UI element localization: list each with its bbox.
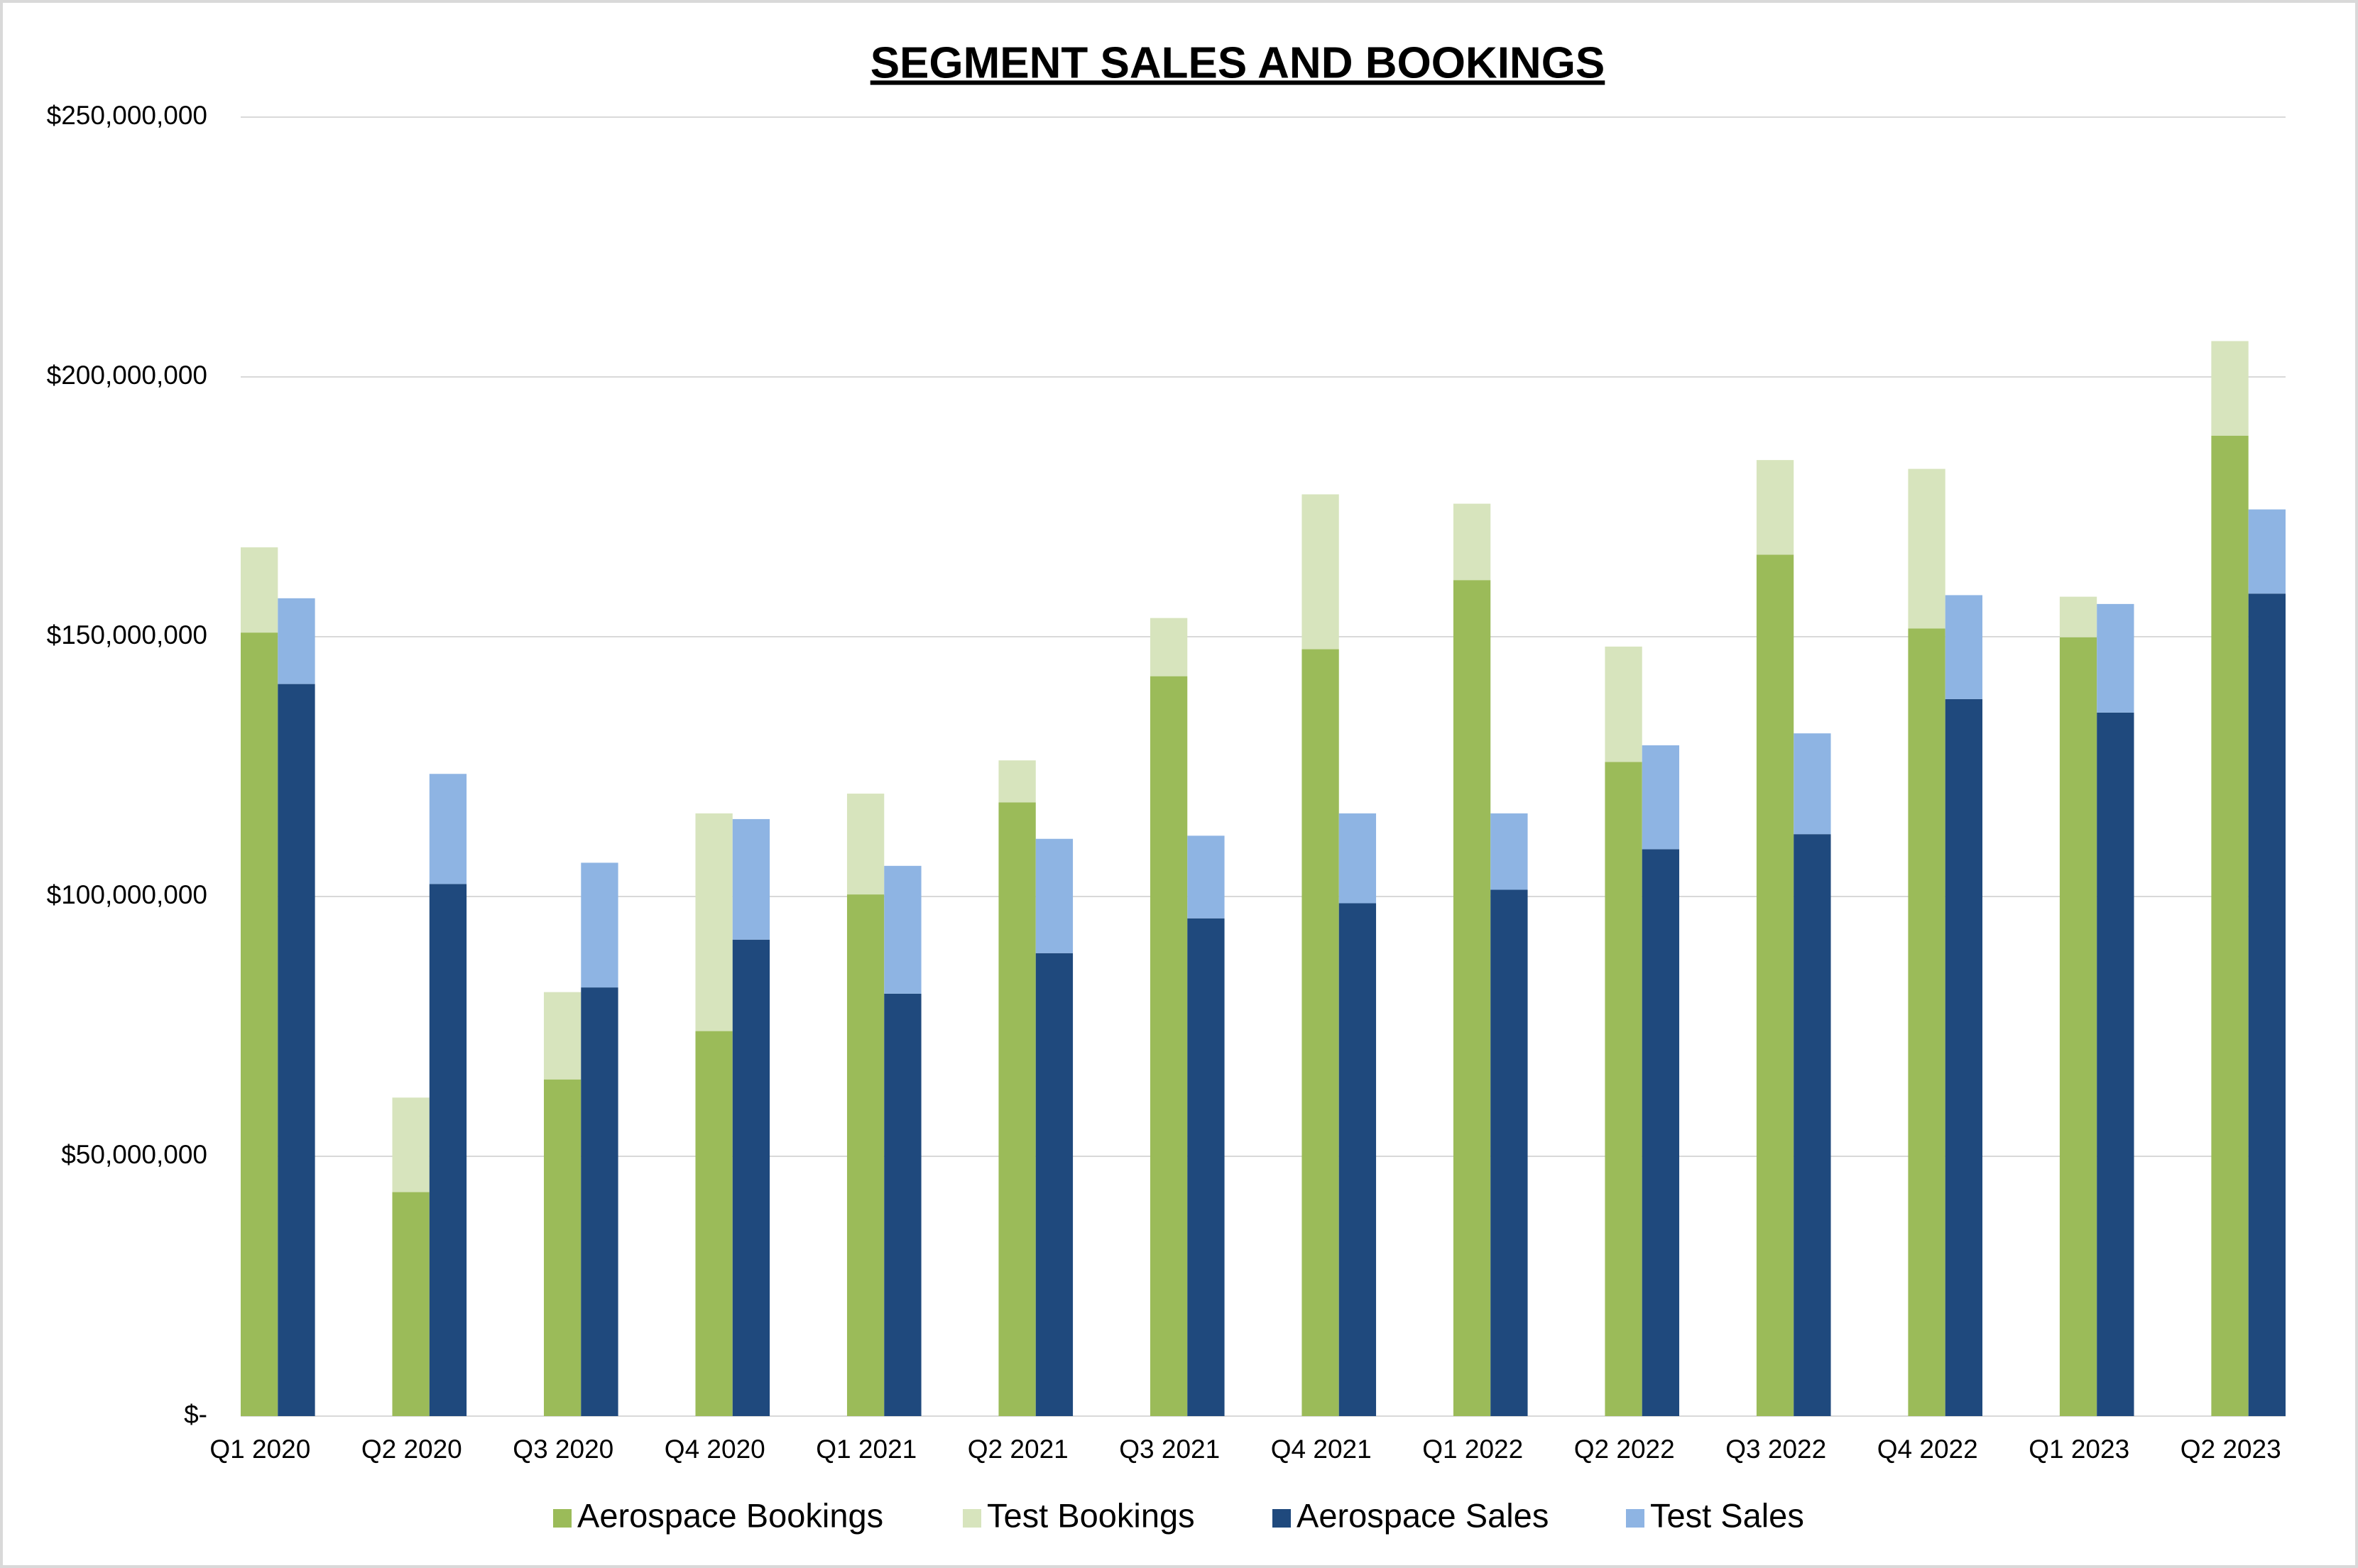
bar-segment bbox=[732, 818, 770, 940]
x-tick-label: Q3 2022 bbox=[1725, 1435, 1826, 1464]
bar-segment bbox=[1150, 676, 1188, 1416]
bar-segment bbox=[429, 884, 467, 1416]
bar-segment bbox=[846, 794, 885, 895]
bar-segment bbox=[1605, 762, 1642, 1416]
bar-segment bbox=[543, 1079, 582, 1416]
x-tick-label: Q1 2023 bbox=[2029, 1435, 2129, 1464]
bar-segment bbox=[1756, 460, 1794, 555]
bar-segment bbox=[732, 939, 770, 1416]
bar-segment bbox=[392, 1097, 430, 1193]
bar-segment bbox=[1301, 494, 1339, 649]
bar-segment bbox=[2248, 593, 2286, 1416]
bar-segment bbox=[1150, 618, 1188, 676]
bar-segment bbox=[278, 684, 315, 1416]
bar-segment bbox=[2097, 603, 2134, 713]
x-tick-label: Q1 2022 bbox=[1422, 1435, 1523, 1464]
bar-segment bbox=[1642, 745, 1680, 850]
legend-label: Aerospace Sales bbox=[1297, 1496, 1549, 1534]
x-tick-label: Q2 2022 bbox=[1574, 1435, 1675, 1464]
bar-segment bbox=[1945, 698, 1983, 1416]
legend-swatch bbox=[1626, 1509, 1644, 1528]
bar-segment bbox=[1794, 834, 1831, 1416]
bar-segment bbox=[2248, 509, 2286, 594]
x-tick-label: Q4 2020 bbox=[665, 1435, 765, 1464]
x-tick-label: Q3 2021 bbox=[1119, 1435, 1220, 1464]
bar-segment bbox=[884, 993, 922, 1416]
bar-segment bbox=[1490, 813, 1528, 890]
bar-segment bbox=[2211, 341, 2249, 436]
bar-segment bbox=[1453, 503, 1491, 581]
x-tick-label: Q4 2022 bbox=[1877, 1435, 1978, 1464]
x-tick-label: Q1 2021 bbox=[816, 1435, 917, 1464]
x-tick-label: Q2 2021 bbox=[968, 1435, 1069, 1464]
y-tick-label: $150,000,000 bbox=[47, 620, 207, 649]
bar-segment bbox=[998, 802, 1036, 1416]
bar-segment bbox=[1453, 580, 1491, 1417]
y-tick-label: $250,000,000 bbox=[47, 101, 207, 130]
bar-segment bbox=[581, 862, 618, 988]
bar-segment bbox=[2211, 435, 2249, 1416]
bar-segment bbox=[581, 987, 618, 1416]
x-tick-label: Q3 2020 bbox=[513, 1435, 613, 1464]
bar-segment bbox=[1605, 646, 1642, 762]
bar-segment bbox=[543, 992, 582, 1080]
bar-segment bbox=[1908, 468, 1945, 629]
bar-segment bbox=[884, 865, 922, 994]
y-tick-label: $50,000,000 bbox=[61, 1140, 207, 1169]
bar-segment bbox=[1794, 733, 1831, 835]
bar-segment bbox=[1338, 813, 1377, 904]
y-tick-label: $- bbox=[184, 1400, 207, 1429]
bar-segment bbox=[1756, 554, 1794, 1416]
legend-swatch bbox=[553, 1509, 572, 1528]
bar-segment bbox=[1301, 649, 1339, 1416]
bar-segment bbox=[846, 894, 885, 1416]
legend-swatch bbox=[1272, 1509, 1291, 1528]
x-tick-label: Q1 2020 bbox=[209, 1435, 310, 1464]
bar-segment bbox=[1035, 953, 1074, 1416]
bar-segment bbox=[1490, 889, 1528, 1416]
y-tick-label: $100,000,000 bbox=[47, 880, 207, 909]
bar-segment bbox=[998, 760, 1036, 803]
bar-segment bbox=[1338, 903, 1377, 1416]
bar-segment bbox=[1187, 835, 1225, 919]
x-tick-label: Q2 2023 bbox=[2180, 1435, 2281, 1464]
bar-segment bbox=[1642, 849, 1680, 1416]
legend-label: Test Bookings bbox=[987, 1496, 1195, 1534]
bar-segment bbox=[695, 1031, 733, 1416]
bar-segment bbox=[695, 813, 733, 1031]
legend-swatch bbox=[963, 1509, 981, 1528]
bar-segment bbox=[392, 1192, 430, 1416]
x-tick-label: Q2 2020 bbox=[361, 1435, 462, 1464]
bar-segment bbox=[2097, 712, 2134, 1416]
bar-segment bbox=[1187, 918, 1225, 1416]
bar-segment bbox=[1908, 628, 1945, 1416]
y-tick-label: $200,000,000 bbox=[47, 361, 207, 390]
legend-label: Test Sales bbox=[1650, 1496, 1804, 1534]
bar-segment bbox=[241, 547, 278, 633]
chart-title: SEGMENT SALES AND BOOKINGS bbox=[870, 38, 1605, 87]
bar-segment bbox=[1945, 595, 1983, 699]
bar-segment bbox=[278, 598, 315, 684]
bar-segment bbox=[241, 632, 278, 1416]
bar-segment bbox=[429, 774, 467, 884]
legend-label: Aerospace Bookings bbox=[577, 1496, 883, 1534]
x-tick-label: Q4 2021 bbox=[1271, 1435, 1372, 1464]
bar-segment bbox=[1035, 838, 1074, 953]
bar-segment bbox=[2059, 637, 2097, 1417]
bar-segment bbox=[2059, 596, 2097, 637]
